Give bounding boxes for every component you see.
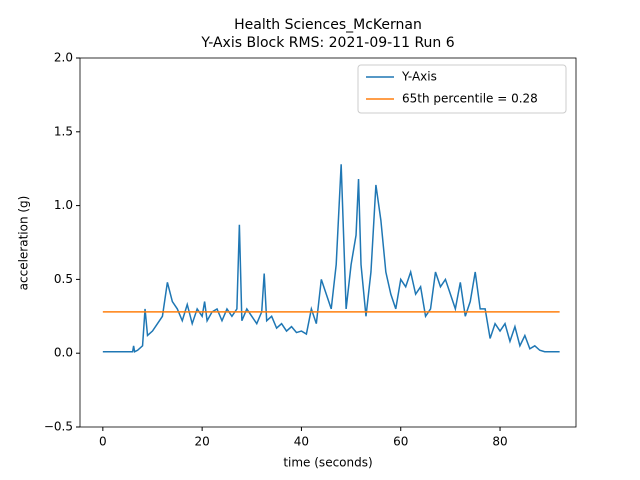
legend-label: 65th percentile = 0.28 [402, 92, 538, 106]
data-line [102, 164, 560, 353]
y-tick-label: −0.5 [44, 420, 73, 434]
legend-box [357, 64, 567, 114]
plot-frame [79, 57, 577, 428]
y-tick-label: 1.0 [54, 198, 73, 212]
y-tick-label: 0.5 [54, 272, 73, 286]
chart-title: Health Sciences_McKernan [234, 17, 422, 33]
x-axis-label: time (seconds) [283, 456, 372, 470]
y-tick-label: 1.5 [54, 124, 73, 138]
legend-label: Y-Axis [401, 70, 437, 84]
x-tick-label: 80 [492, 435, 507, 449]
x-tick-label: 20 [194, 435, 209, 449]
x-tick-label: 40 [294, 435, 309, 449]
y-tick-label: 2.0 [54, 51, 73, 65]
x-tick-label: 0 [99, 435, 107, 449]
y-axis-label: acceleration (g) [17, 196, 31, 291]
x-tick-label: 60 [393, 435, 408, 449]
y-tick-label: 0.0 [54, 346, 73, 360]
chart-title: Y-Axis Block RMS: 2021-09-11 Run 6 [200, 35, 454, 51]
